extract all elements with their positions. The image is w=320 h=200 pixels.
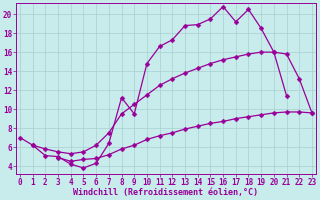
X-axis label: Windchill (Refroidissement éolien,°C): Windchill (Refroidissement éolien,°C) [74,188,259,197]
